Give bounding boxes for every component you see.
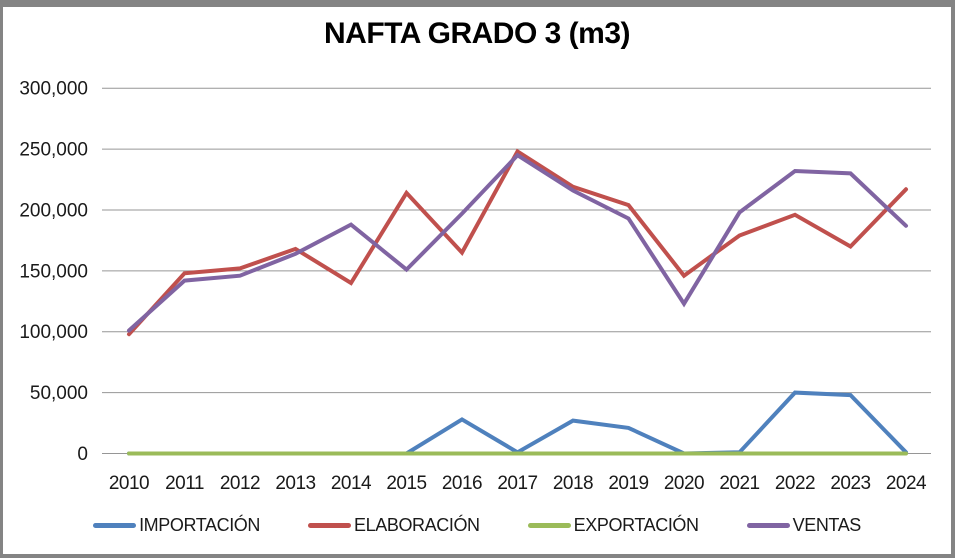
legend-item: ELABORACIÓN <box>308 515 480 536</box>
legend-label: IMPORTACIÓN <box>139 514 261 535</box>
legend-line-swatch <box>527 522 571 528</box>
x-axis-tick-label: 2016 <box>442 473 482 494</box>
x-axis-tick-label: 2017 <box>497 473 537 494</box>
chart-title: NAFTA GRADO 3 (m3) <box>324 17 631 50</box>
y-axis-tick-label: 50,000 <box>30 383 88 404</box>
y-axis-tick-label: 0 <box>77 444 88 465</box>
x-axis-tick-label: 2015 <box>386 473 426 494</box>
y-axis-tick-label: 150,000 <box>19 261 88 282</box>
y-axis-tick-label: 100,000 <box>19 322 88 343</box>
x-axis-tick-label: 2021 <box>719 473 759 494</box>
x-axis-tick-label: 2011 <box>165 473 204 494</box>
chart-legend: IMPORTACIÓN ELABORACIÓN EXPORTACIÓN VENT… <box>3 510 951 540</box>
legend-label: ELABORACIÓN <box>354 514 480 535</box>
legend-item: IMPORTACIÓN <box>93 515 260 536</box>
legend-line-swatch <box>93 522 137 528</box>
legend-line-swatch <box>746 522 790 528</box>
legend-line-swatch <box>308 522 352 528</box>
legend-label: EXPORTACIÓN <box>573 514 699 535</box>
series-line-elaboración <box>127 148 908 337</box>
x-axis-tick-label: 2024 <box>886 473 927 494</box>
y-axis-tick-label: 200,000 <box>19 200 88 221</box>
legend-label: VENTAS <box>792 514 862 535</box>
x-axis-tick-label: 2018 <box>553 473 593 494</box>
x-axis-tick-label: 2019 <box>608 473 648 494</box>
x-axis-tick-label: 2022 <box>775 473 815 494</box>
legend-item: EXPORTACIÓN <box>527 514 699 536</box>
x-axis-tick-label: 2023 <box>830 473 870 494</box>
x-axis-tick-label: 2014 <box>331 473 372 494</box>
x-axis-tick-label: 2010 <box>109 473 149 494</box>
y-axis-tick-label: 300,000 <box>19 79 88 100</box>
x-axis-tick-label: 2020 <box>664 473 704 494</box>
x-axis-tick-label: 2012 <box>220 473 260 494</box>
series-line-importación <box>127 390 908 456</box>
x-axis-tick-label: 2013 <box>275 473 315 494</box>
y-axis-tick-label: 250,000 <box>19 140 88 161</box>
legend-item: VENTAS <box>746 514 862 536</box>
series-line-ventas <box>127 152 908 333</box>
